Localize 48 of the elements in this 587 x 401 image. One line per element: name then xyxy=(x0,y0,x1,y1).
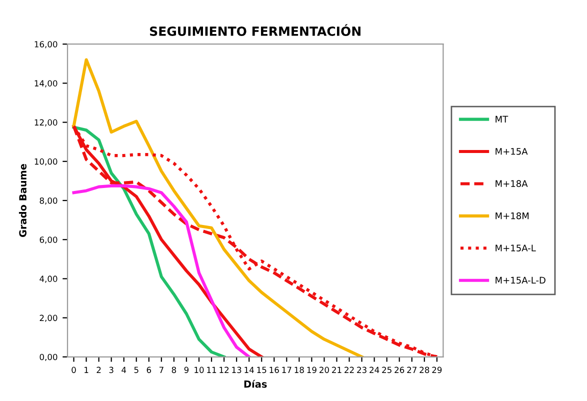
legend-label: M+15A xyxy=(496,148,528,155)
y-tick-label: 6,00 xyxy=(40,236,58,244)
y-tick-label: 16,00 xyxy=(34,41,58,48)
x-tick-label: 22 xyxy=(344,366,354,373)
x-tick-label: 2 xyxy=(96,366,101,373)
x-tick-label: 9 xyxy=(184,366,189,374)
x-tick-label: 14 xyxy=(244,366,254,373)
y-tick-label: 2,00 xyxy=(40,314,58,322)
x-axis-title: Días xyxy=(244,380,267,388)
x-tick-label: 27 xyxy=(407,366,416,373)
y-tick-label: 10,00 xyxy=(34,158,58,166)
legend-label: M+15A-L-D xyxy=(496,276,546,284)
x-tick-label: 29 xyxy=(432,366,442,374)
x-tick-label: 11 xyxy=(207,366,216,373)
x-tick-label: 7 xyxy=(159,366,164,373)
x-tick-label: 18 xyxy=(294,366,304,374)
x-tick-label: 5 xyxy=(134,366,138,374)
x-tick-label: 19 xyxy=(307,366,316,374)
x-tick-label: 17 xyxy=(282,366,292,373)
y-tick-label: 8,00 xyxy=(40,197,58,205)
x-tick-label: 3 xyxy=(109,366,114,374)
x-tick-label: 28 xyxy=(420,366,430,374)
x-tick-label: 6 xyxy=(146,366,152,374)
y-tick-label: 12,00 xyxy=(34,119,58,126)
x-tick-label: 4 xyxy=(122,366,126,373)
legend-label: M+15A-L xyxy=(496,244,536,252)
legend-label: M+18M xyxy=(496,212,529,220)
x-tick-label: 20 xyxy=(320,366,329,374)
y-tick-label: 4,00 xyxy=(40,276,58,283)
x-tick-label: 26 xyxy=(394,366,404,374)
y-tick-label: 0,00 xyxy=(40,354,58,362)
x-tick-label: 24 xyxy=(370,366,380,373)
x-tick-label: 15 xyxy=(257,366,266,374)
x-tick-label: 25 xyxy=(382,366,392,374)
x-tick-label: 13 xyxy=(232,366,242,374)
chart-title: SEGUIMIENTO FERMENTACIÓN xyxy=(150,24,360,36)
x-tick-label: 21 xyxy=(332,366,342,373)
x-tick-label: 12 xyxy=(220,366,229,373)
y-axis-title: Grado Baume xyxy=(18,164,26,238)
y-tick-label: 14,00 xyxy=(34,80,58,88)
x-tick-label: 23 xyxy=(357,366,366,374)
legend-label: MT xyxy=(496,116,508,122)
x-tick-label: 16 xyxy=(270,366,279,374)
x-tick-label: 0 xyxy=(72,366,76,374)
x-tick-label: 1 xyxy=(84,366,88,373)
x-tick-label: 10 xyxy=(194,366,204,374)
legend-label: M+18A xyxy=(496,180,528,188)
x-tick-label: 8 xyxy=(172,366,176,374)
